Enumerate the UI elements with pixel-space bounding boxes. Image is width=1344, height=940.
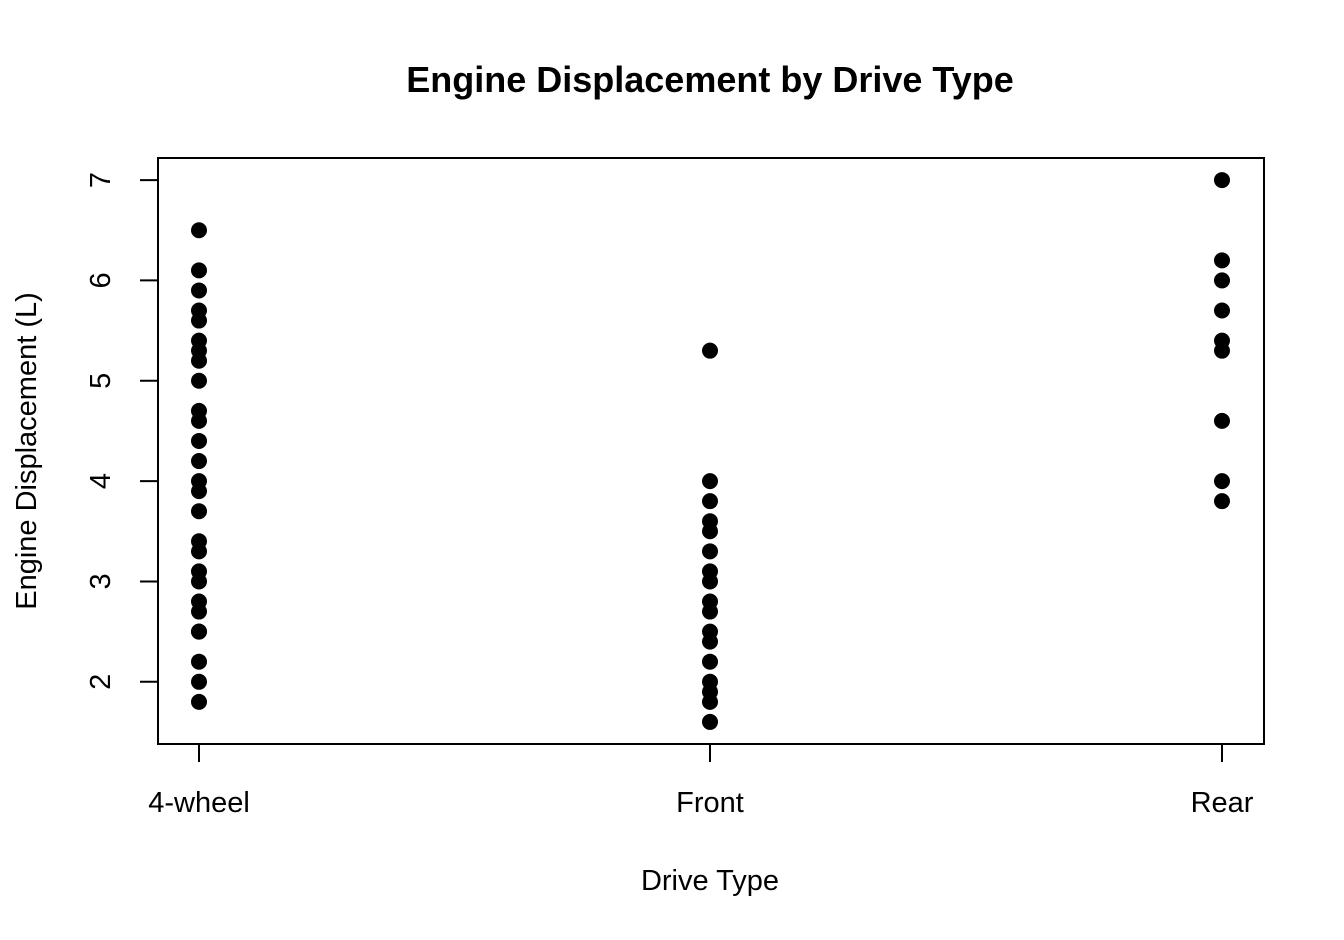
y-tick-label: 5	[85, 373, 117, 389]
data-points	[191, 172, 1230, 730]
x-axis: 4-wheel Front Rear	[148, 743, 1254, 819]
data-point	[191, 473, 207, 490]
data-point	[702, 543, 718, 560]
data-point	[702, 513, 718, 530]
data-point	[702, 653, 718, 670]
data-point	[702, 493, 718, 510]
y-axis: 2 3 4 5 6 7	[85, 172, 159, 690]
x-tick-label: Rear	[1191, 787, 1254, 819]
x-axis-label: Drive Type	[641, 865, 779, 897]
data-point	[702, 623, 718, 640]
data-point	[702, 563, 718, 580]
data-point	[191, 533, 207, 550]
data-point	[191, 453, 207, 470]
y-tick-label: 4	[85, 473, 117, 489]
data-point	[702, 673, 718, 690]
x-tick-label: Front	[676, 787, 744, 819]
data-point	[191, 693, 207, 710]
data-point	[191, 653, 207, 670]
chart-title: Engine Displacement by Drive Type	[406, 59, 1014, 100]
data-point	[1214, 302, 1230, 319]
data-point	[191, 372, 207, 389]
data-point	[191, 332, 207, 349]
data-point	[191, 222, 207, 239]
data-point	[1214, 172, 1230, 189]
data-point	[1214, 412, 1230, 429]
data-point	[1214, 473, 1230, 490]
data-point	[191, 282, 207, 299]
y-tick-label: 3	[85, 573, 117, 589]
data-point	[191, 302, 207, 319]
y-axis-label: Engine Displacement (L)	[11, 292, 43, 610]
x-tick-label: 4-wheel	[148, 787, 250, 819]
data-point	[1214, 493, 1230, 510]
data-point	[702, 713, 718, 730]
data-point	[1214, 332, 1230, 349]
data-point	[191, 432, 207, 449]
data-point	[191, 673, 207, 690]
data-point	[191, 593, 207, 610]
data-point	[191, 623, 207, 640]
data-point	[191, 563, 207, 580]
data-point	[702, 473, 718, 490]
y-tick-label: 7	[85, 172, 117, 188]
data-point	[702, 593, 718, 610]
data-point	[191, 402, 207, 419]
data-point	[1214, 272, 1230, 289]
data-point	[702, 342, 718, 359]
y-tick-label: 6	[85, 272, 117, 288]
data-point	[1214, 252, 1230, 269]
data-point	[191, 503, 207, 520]
y-tick-label: 2	[85, 674, 117, 690]
data-point	[191, 262, 207, 279]
